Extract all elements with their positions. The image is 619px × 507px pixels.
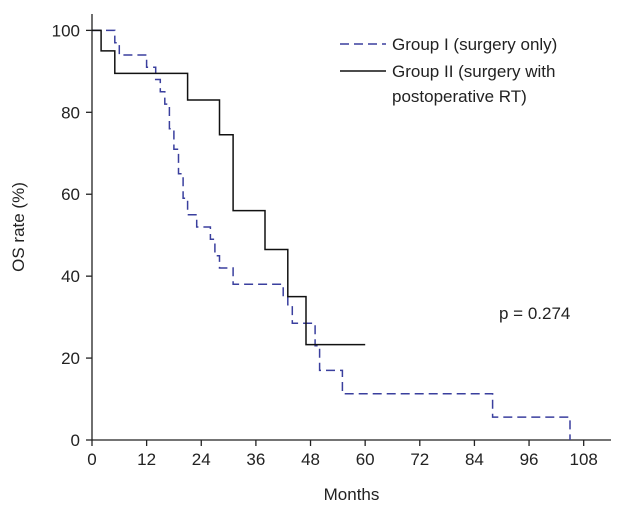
y-axis-ticks: 0 20 40 60 80 100: [52, 21, 92, 450]
x-tick-label: 36: [246, 450, 265, 469]
p-value-annotation: p = 0.274: [499, 304, 570, 323]
axes: [91, 14, 611, 441]
y-tick-label: 60: [61, 185, 80, 204]
legend-label-group-ii-line2: postoperative RT): [392, 87, 527, 106]
x-axis-label: Months: [324, 485, 380, 504]
x-tick-label: 96: [520, 450, 539, 469]
x-tick-label: 24: [192, 450, 211, 469]
y-tick-label: 40: [61, 267, 80, 286]
x-tick-label: 72: [410, 450, 429, 469]
y-tick-label: 100: [52, 21, 80, 40]
series-line-group-i: [92, 29, 571, 440]
legend-label-group-i: Group I (surgery only): [392, 35, 557, 54]
y-tick-label: 20: [61, 349, 80, 368]
legend: Group I (surgery only) Group II (surgery…: [340, 35, 557, 106]
series-line-group-ii: [92, 29, 366, 346]
x-tick-label: 108: [569, 450, 597, 469]
x-tick-label: 60: [356, 450, 375, 469]
x-tick-label: 84: [465, 450, 484, 469]
x-axis-ticks: 0 12 24 36 48 60 72 84 96 108: [87, 440, 598, 469]
x-tick-label: 48: [301, 450, 320, 469]
y-tick-label: 80: [61, 103, 80, 122]
y-axis-label: OS rate (%): [9, 182, 28, 272]
x-tick-label: 12: [137, 450, 156, 469]
y-tick-label: 0: [71, 431, 80, 450]
survival-curves: [92, 29, 571, 440]
x-tick-label: 0: [87, 450, 96, 469]
legend-label-group-ii-line1: Group II (surgery with: [392, 62, 555, 81]
